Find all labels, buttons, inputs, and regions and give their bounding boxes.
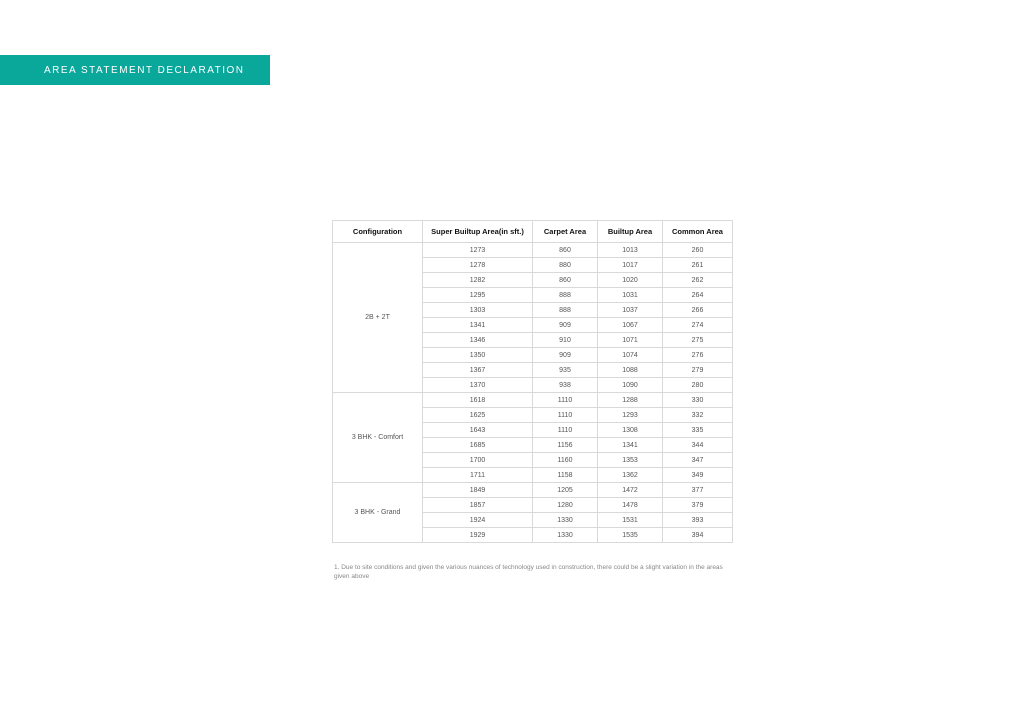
data-cell: 1160 — [533, 453, 598, 468]
data-cell: 1929 — [423, 528, 533, 543]
data-cell: 1156 — [533, 438, 598, 453]
data-cell: 276 — [663, 348, 733, 363]
table-header: Configuration Super Builtup Area(in sft.… — [333, 221, 733, 243]
table-row: 3 BHK - Comfort161811101288330 — [333, 393, 733, 408]
data-cell: 880 — [533, 258, 598, 273]
data-cell: 1088 — [598, 363, 663, 378]
data-cell: 344 — [663, 438, 733, 453]
col-header: Configuration — [333, 221, 423, 243]
data-cell: 347 — [663, 453, 733, 468]
data-cell: 1367 — [423, 363, 533, 378]
page-title: AREA STATEMENT DECLARATION — [44, 65, 245, 76]
data-cell: 1308 — [598, 423, 663, 438]
data-cell: 1067 — [598, 318, 663, 333]
table-row: 2B + 2T12738601013260 — [333, 243, 733, 258]
area-statement-table: Configuration Super Builtup Area(in sft.… — [332, 220, 733, 543]
data-cell: 888 — [533, 288, 598, 303]
data-cell: 935 — [533, 363, 598, 378]
data-cell: 1857 — [423, 498, 533, 513]
data-cell: 349 — [663, 468, 733, 483]
data-cell: 1090 — [598, 378, 663, 393]
data-cell: 330 — [663, 393, 733, 408]
config-cell: 2B + 2T — [333, 243, 423, 393]
data-cell: 1282 — [423, 273, 533, 288]
data-cell: 260 — [663, 243, 733, 258]
data-cell: 1110 — [533, 393, 598, 408]
data-cell: 1205 — [533, 483, 598, 498]
page-title-banner: AREA STATEMENT DECLARATION — [0, 55, 270, 85]
data-cell: 910 — [533, 333, 598, 348]
data-cell: 335 — [663, 423, 733, 438]
data-cell: 1346 — [423, 333, 533, 348]
data-cell: 1924 — [423, 513, 533, 528]
data-cell: 280 — [663, 378, 733, 393]
data-cell: 1472 — [598, 483, 663, 498]
data-cell: 1017 — [598, 258, 663, 273]
col-header: Common Area — [663, 221, 733, 243]
data-cell: 1037 — [598, 303, 663, 318]
data-cell: 909 — [533, 318, 598, 333]
data-cell: 1625 — [423, 408, 533, 423]
data-cell: 266 — [663, 303, 733, 318]
data-cell: 393 — [663, 513, 733, 528]
data-cell: 1341 — [598, 438, 663, 453]
data-cell: 1330 — [533, 513, 598, 528]
data-cell: 909 — [533, 348, 598, 363]
data-cell: 261 — [663, 258, 733, 273]
data-cell: 379 — [663, 498, 733, 513]
data-cell: 1535 — [598, 528, 663, 543]
col-header: Carpet Area — [533, 221, 598, 243]
data-cell: 1013 — [598, 243, 663, 258]
data-cell: 1849 — [423, 483, 533, 498]
data-cell: 1303 — [423, 303, 533, 318]
col-header: Builtup Area — [598, 221, 663, 243]
data-cell: 332 — [663, 408, 733, 423]
data-cell: 1293 — [598, 408, 663, 423]
data-cell: 1711 — [423, 468, 533, 483]
data-cell: 1618 — [423, 393, 533, 408]
data-cell: 1280 — [533, 498, 598, 513]
data-cell: 1362 — [598, 468, 663, 483]
data-cell: 1643 — [423, 423, 533, 438]
config-cell: 3 BHK - Grand — [333, 483, 423, 543]
config-cell: 3 BHK - Comfort — [333, 393, 423, 483]
table-body: 2B + 2T127386010132601278880101726112828… — [333, 243, 733, 543]
col-header: Super Builtup Area(in sft.) — [423, 221, 533, 243]
data-cell: 1273 — [423, 243, 533, 258]
data-cell: 264 — [663, 288, 733, 303]
data-cell: 394 — [663, 528, 733, 543]
data-cell: 1350 — [423, 348, 533, 363]
data-cell: 1110 — [533, 423, 598, 438]
table-row: 3 BHK - Grand184912051472377 — [333, 483, 733, 498]
data-cell: 262 — [663, 273, 733, 288]
data-cell: 1700 — [423, 453, 533, 468]
data-cell: 1074 — [598, 348, 663, 363]
data-cell: 1341 — [423, 318, 533, 333]
data-cell: 1158 — [533, 468, 598, 483]
data-cell: 1353 — [598, 453, 663, 468]
data-cell: 1020 — [598, 273, 663, 288]
data-cell: 1685 — [423, 438, 533, 453]
data-cell: 279 — [663, 363, 733, 378]
data-cell: 377 — [663, 483, 733, 498]
data-cell: 274 — [663, 318, 733, 333]
data-cell: 888 — [533, 303, 598, 318]
data-cell: 1531 — [598, 513, 663, 528]
area-table-container: Configuration Super Builtup Area(in sft.… — [332, 220, 732, 543]
data-cell: 1295 — [423, 288, 533, 303]
data-cell: 860 — [533, 243, 598, 258]
data-cell: 1110 — [533, 408, 598, 423]
data-cell: 1330 — [533, 528, 598, 543]
footnote: 1. Due to site conditions and given the … — [332, 563, 732, 581]
data-cell: 1071 — [598, 333, 663, 348]
data-cell: 860 — [533, 273, 598, 288]
data-cell: 275 — [663, 333, 733, 348]
data-cell: 1370 — [423, 378, 533, 393]
data-cell: 1288 — [598, 393, 663, 408]
data-cell: 938 — [533, 378, 598, 393]
data-cell: 1278 — [423, 258, 533, 273]
data-cell: 1031 — [598, 288, 663, 303]
data-cell: 1478 — [598, 498, 663, 513]
